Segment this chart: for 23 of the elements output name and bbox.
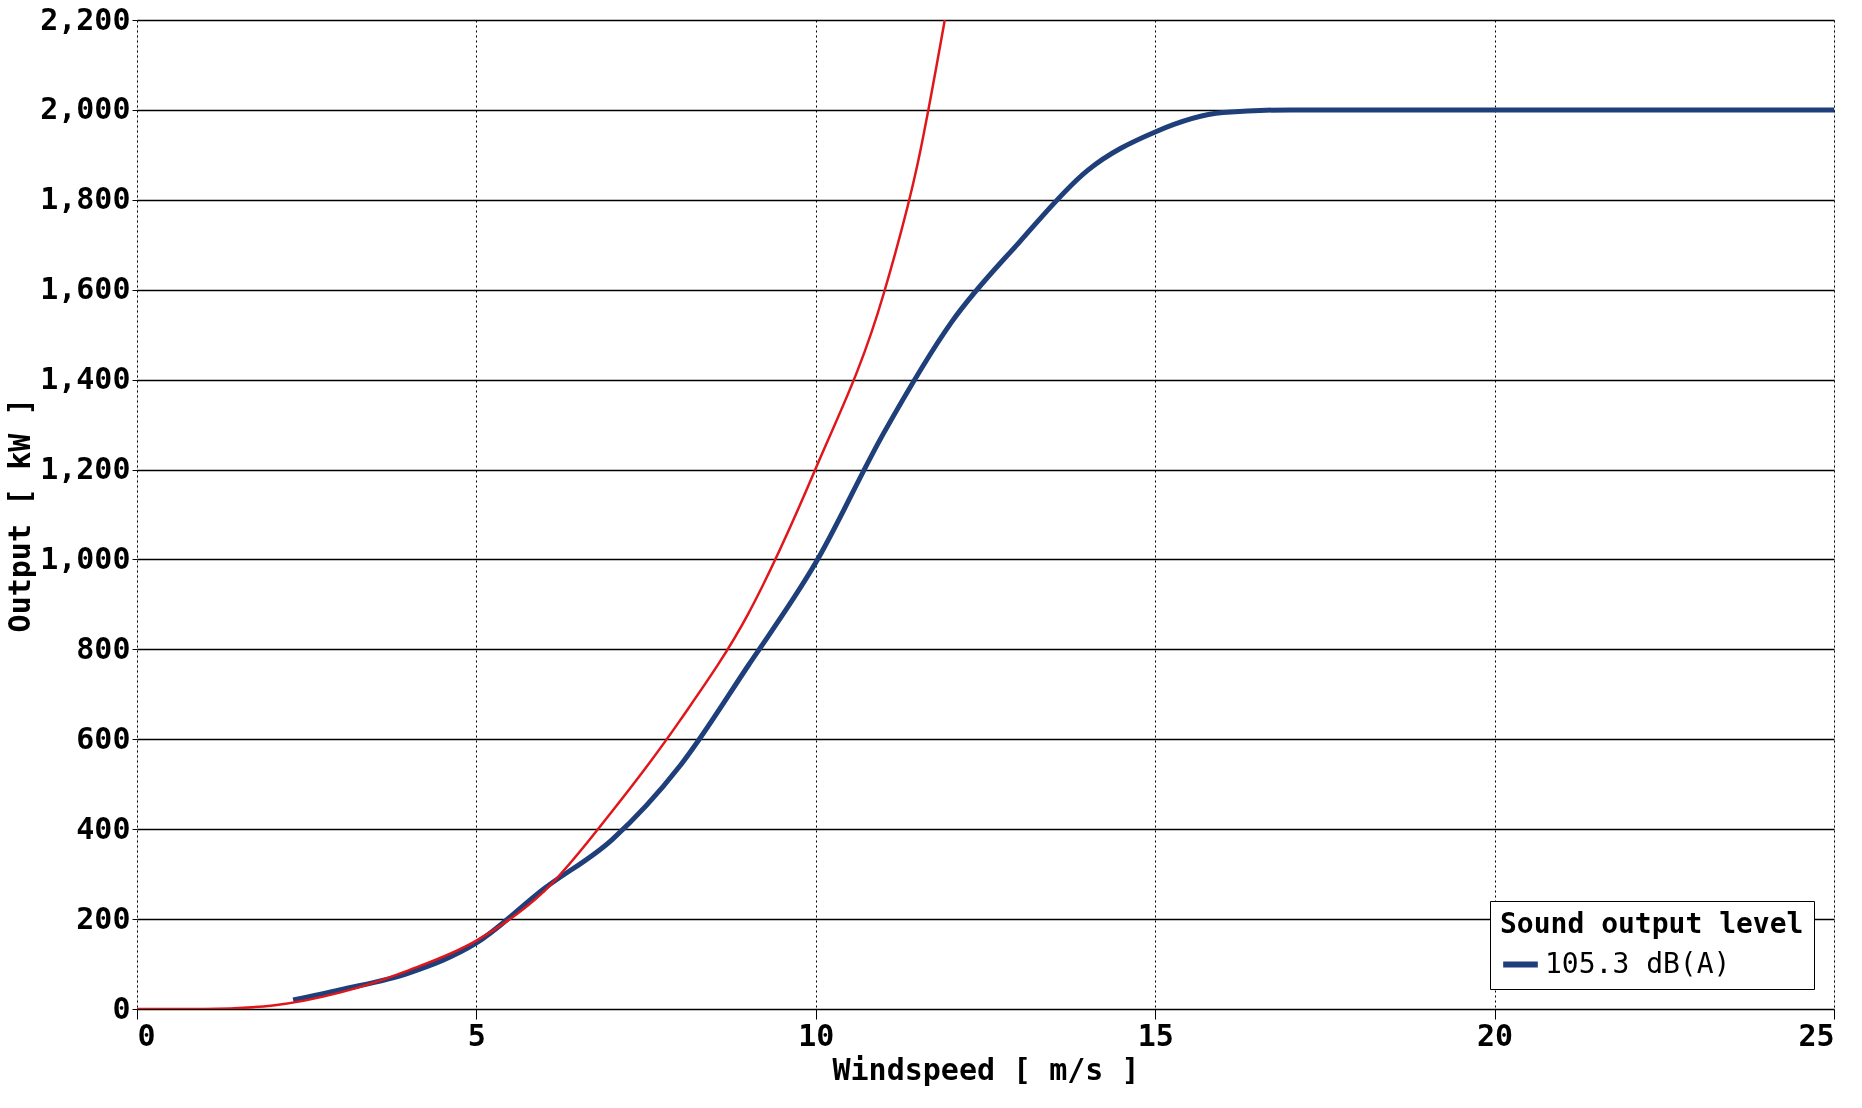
legend-label: 105.3 dB(A): [1545, 946, 1731, 980]
x-tick-label: 20: [1477, 1017, 1514, 1053]
legend-title: Sound output level: [1500, 907, 1804, 940]
x-tick-label: 0: [137, 1017, 156, 1053]
y-axis-title: Output [ kW ]: [2, 397, 38, 633]
y-tick-label: 800: [76, 630, 131, 666]
y-tick-label: 200: [76, 900, 131, 936]
y-tick-label: 0: [112, 990, 131, 1026]
x-axis-title: Windspeed [ m/s ]: [832, 1051, 1140, 1087]
x-tick-label: 10: [798, 1017, 835, 1053]
y-tick-label: 400: [76, 810, 131, 846]
x-tick-label: 25: [1798, 1017, 1835, 1053]
y-tick-label: 1,000: [40, 540, 131, 576]
x-tick-label: 5: [467, 1017, 486, 1053]
y-tick-label: 1,400: [40, 361, 131, 397]
y-tick-label: 1,600: [40, 271, 131, 307]
y-tick-label: 2,000: [40, 91, 131, 127]
y-tick-label: 1,200: [40, 451, 131, 487]
y-tick-label: 600: [76, 720, 131, 756]
line-series: [137, 20, 947, 1009]
y-tick-label: 2,200: [40, 1, 131, 37]
x-tick-label: 15: [1137, 1017, 1174, 1053]
y-tick-label: 1,800: [40, 181, 131, 217]
